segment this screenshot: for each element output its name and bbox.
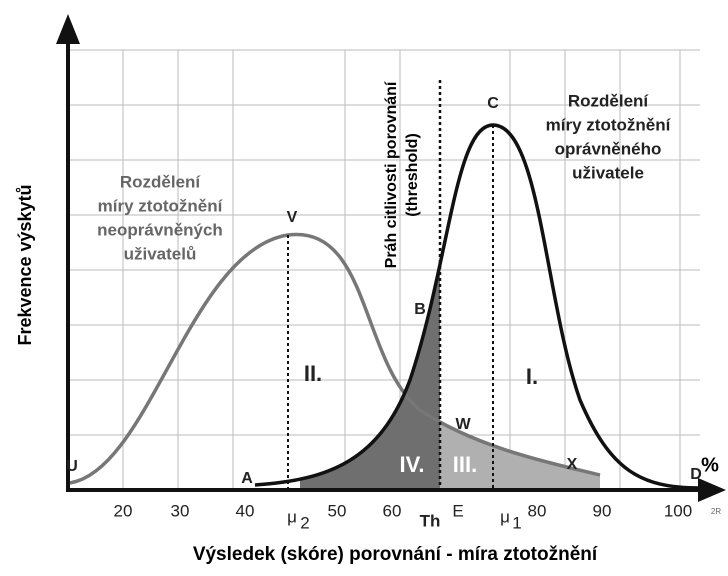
point-label: A	[241, 470, 253, 487]
point-label: U	[66, 458, 78, 475]
caption-line: Rozdělení	[120, 172, 202, 191]
mu1-label: μ	[500, 507, 510, 526]
x-tick-label: 80	[528, 501, 547, 520]
region-label: IV.	[400, 452, 425, 477]
x-unit: %	[701, 454, 719, 476]
y-axis-label: Frekvence výskytů	[15, 184, 35, 345]
y-arrow	[56, 14, 80, 44]
corner-note: 2R	[711, 507, 721, 516]
x-tick-label: 40	[236, 501, 255, 520]
caption-line: uživatele	[572, 163, 644, 182]
x-arrow	[698, 478, 726, 502]
th-label: Th	[420, 511, 441, 530]
point-label: D	[690, 466, 702, 483]
region-iv-fill	[300, 264, 440, 490]
impostor-caption: Rozdělení míry ztotožnění neoprávněných …	[97, 172, 223, 263]
e-label: E	[452, 501, 463, 520]
caption-line: Rozdělení	[568, 91, 650, 110]
x-tick-label: 30	[171, 501, 190, 520]
caption-line: míry ztotožnění	[546, 115, 672, 134]
region-label: III.	[453, 452, 477, 477]
impostor-curve	[69, 232, 601, 485]
region-label: I.	[526, 364, 538, 389]
x-tick-label: 20	[114, 501, 133, 520]
mu1-subscript: 1	[512, 513, 521, 532]
point-label: B	[414, 301, 426, 318]
threshold-caption: Práh citlivosti porovnání	[383, 81, 400, 268]
caption-line: oprávněného	[555, 139, 662, 158]
point-label: W	[455, 416, 471, 433]
threshold-caption: (threshold)	[404, 133, 421, 217]
point-label: C	[487, 95, 499, 112]
region-label: II.	[304, 361, 322, 386]
mu2-subscript: 2	[300, 513, 309, 532]
caption-line: uživatelů	[124, 244, 197, 263]
x-axis-label: Výsledek (skóre) porovnání - míra ztotož…	[193, 544, 598, 565]
region-iii-fill	[440, 421, 600, 490]
genuine-caption: Rozdělení míry ztotožnění oprávněného už…	[546, 91, 672, 182]
point-label: V	[287, 209, 298, 226]
mu2-label: μ	[287, 507, 297, 526]
point-label: X	[567, 456, 578, 473]
caption-line: neoprávněných	[97, 220, 223, 239]
x-tick-label: 50	[328, 501, 347, 520]
x-tick-label: 90	[593, 501, 612, 520]
x-tick-label: 100	[664, 501, 692, 520]
x-tick-label: 60	[383, 501, 402, 520]
caption-line: míry ztotožnění	[98, 196, 224, 215]
